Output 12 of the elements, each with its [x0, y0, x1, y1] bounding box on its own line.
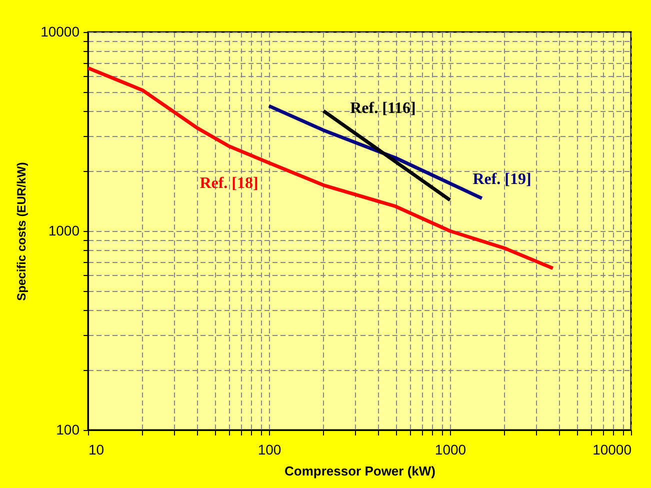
x-tick-label: 1000	[434, 442, 466, 458]
x-tick-label: 10	[88, 442, 104, 458]
y-tick-label: 10000	[40, 24, 80, 40]
x-axis-title: Compressor Power (kW)	[284, 464, 436, 478]
x-tick-label: 10000	[592, 442, 632, 458]
y-axis-title: Specific costs (EUR/kW)	[14, 162, 29, 301]
series-label: Ref. [18]	[200, 175, 258, 192]
series-label: Ref. [116]	[350, 100, 416, 117]
x-tick-label: 100	[258, 442, 282, 458]
series-label: Ref. [19]	[472, 171, 532, 188]
y-tick-label: 100	[56, 422, 80, 438]
y-tick-label: 1000	[48, 222, 80, 238]
